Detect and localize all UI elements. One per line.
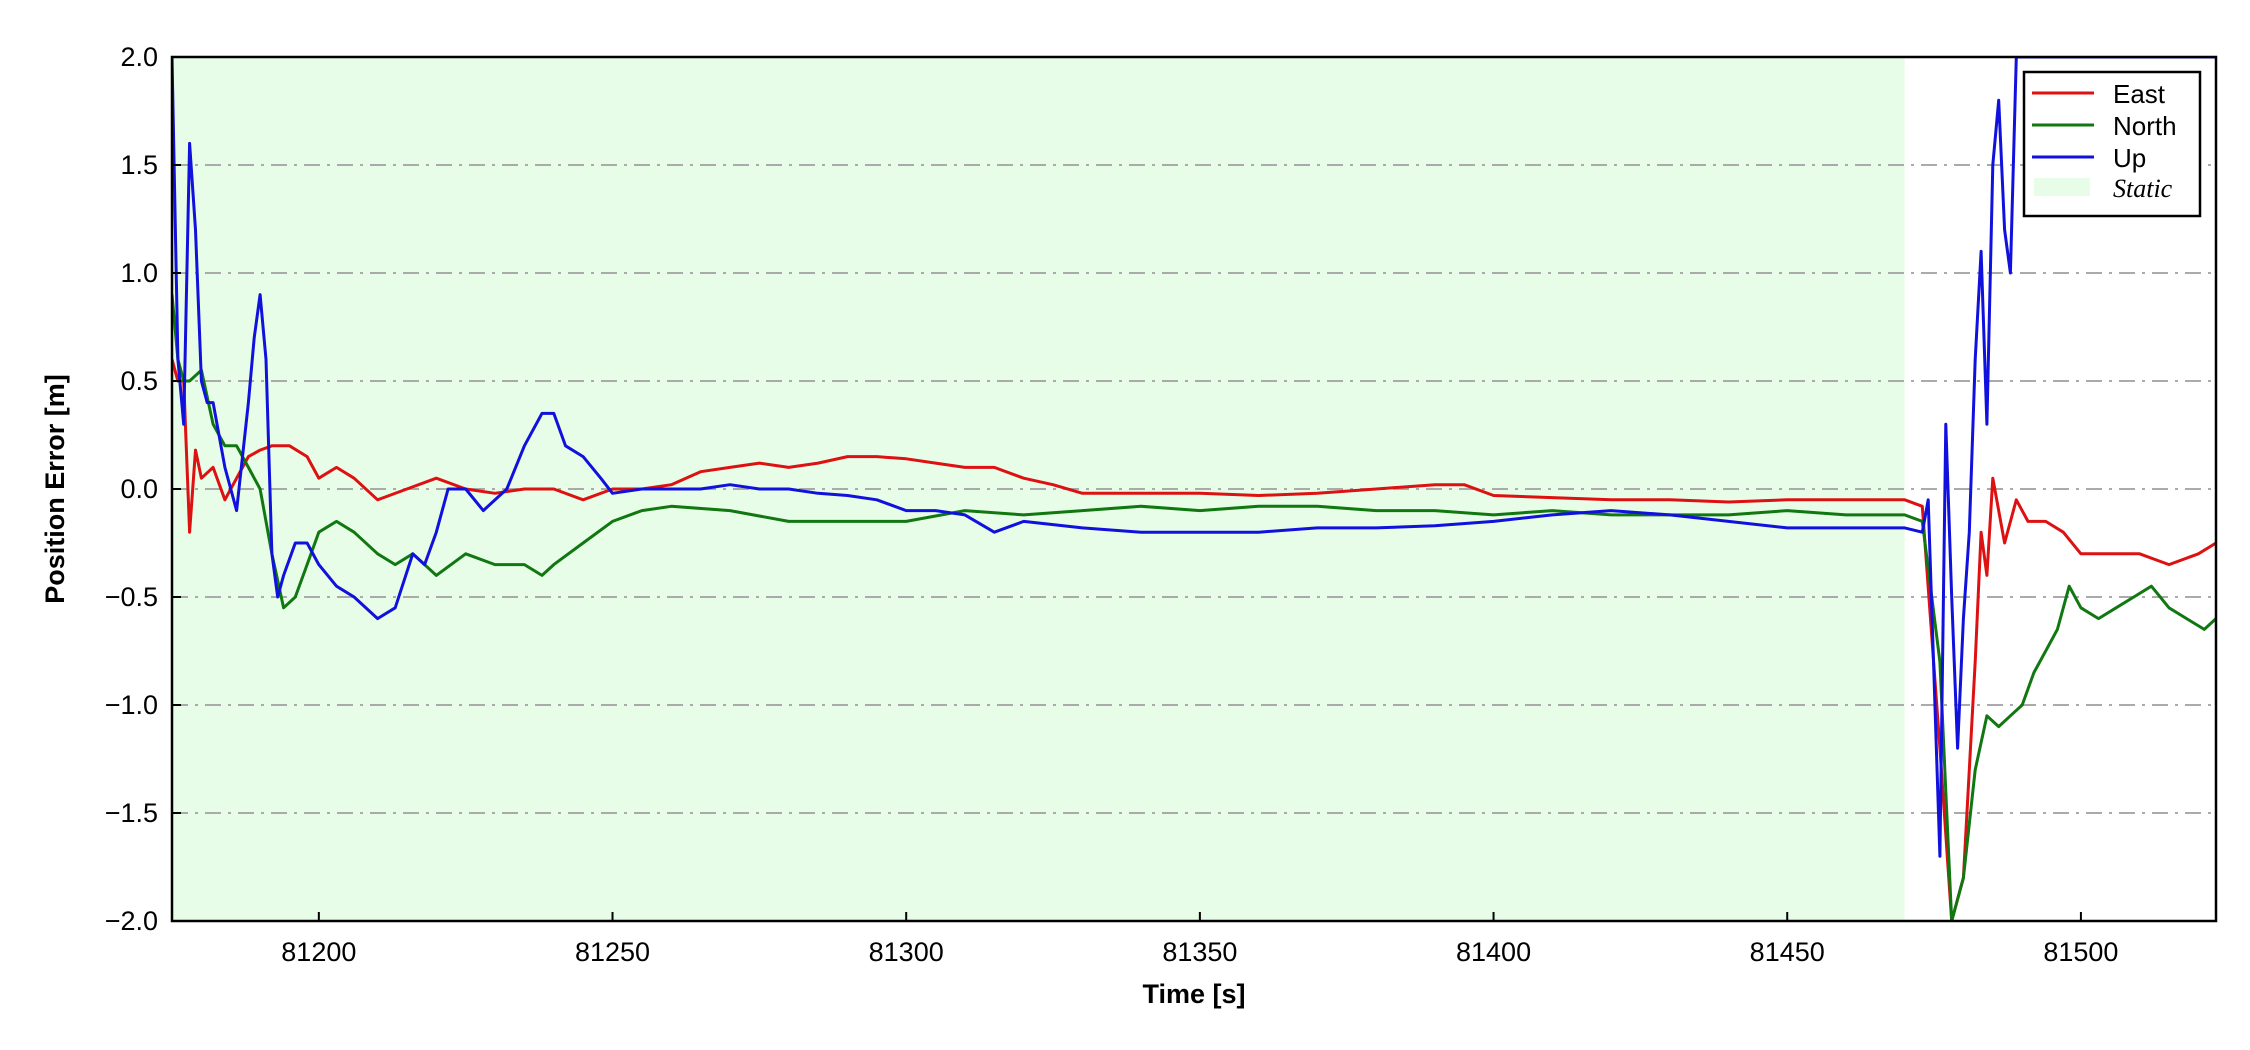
y-tick-label: −0.5 (105, 582, 158, 612)
series-line-north (172, 294, 2216, 921)
legend-label-north: North (2113, 111, 2177, 141)
y-axis: −2.0 −1.5 −1.0 −0.5 0.0 0.5 1.0 1.5 2.0 (105, 42, 181, 936)
y-tick-label: 1.0 (120, 258, 158, 288)
y-tick-label: 0.5 (120, 366, 158, 396)
y-tick-label: 0.0 (120, 474, 158, 504)
series-line-up (172, 57, 2216, 858)
x-axis-title: Time [s] (1142, 979, 1245, 1009)
x-tick-label: 81500 (2043, 937, 2118, 967)
series-line-east (172, 359, 2216, 921)
y-tick-label: 1.5 (120, 150, 158, 180)
legend-label-up: Up (2113, 143, 2146, 173)
series-layer (172, 57, 2216, 921)
x-tick-label: 81350 (1162, 937, 1237, 967)
x-tick-label: 81300 (869, 937, 944, 967)
legend-label-east: East (2113, 79, 2166, 109)
x-tick-label: 81250 (575, 937, 650, 967)
x-axis: 81200 81250 81300 81350 81400 81450 81500 (281, 912, 2118, 967)
legend-swatch-static (2034, 178, 2090, 196)
y-tick-label: −2.0 (105, 906, 158, 936)
x-tick-label: 81400 (1456, 937, 1531, 967)
x-tick-label: 81200 (281, 937, 356, 967)
y-tick-label: 2.0 (120, 42, 158, 72)
grid-lines (172, 164, 2216, 814)
y-tick-label: −1.0 (105, 690, 158, 720)
legend: East North Up Static (2022, 70, 2202, 218)
y-tick-label: −1.5 (105, 798, 158, 828)
legend-label-static: Static (2113, 174, 2173, 203)
x-tick-label: 81450 (1750, 937, 1825, 967)
y-axis-title: Position Error [m] (40, 374, 70, 604)
